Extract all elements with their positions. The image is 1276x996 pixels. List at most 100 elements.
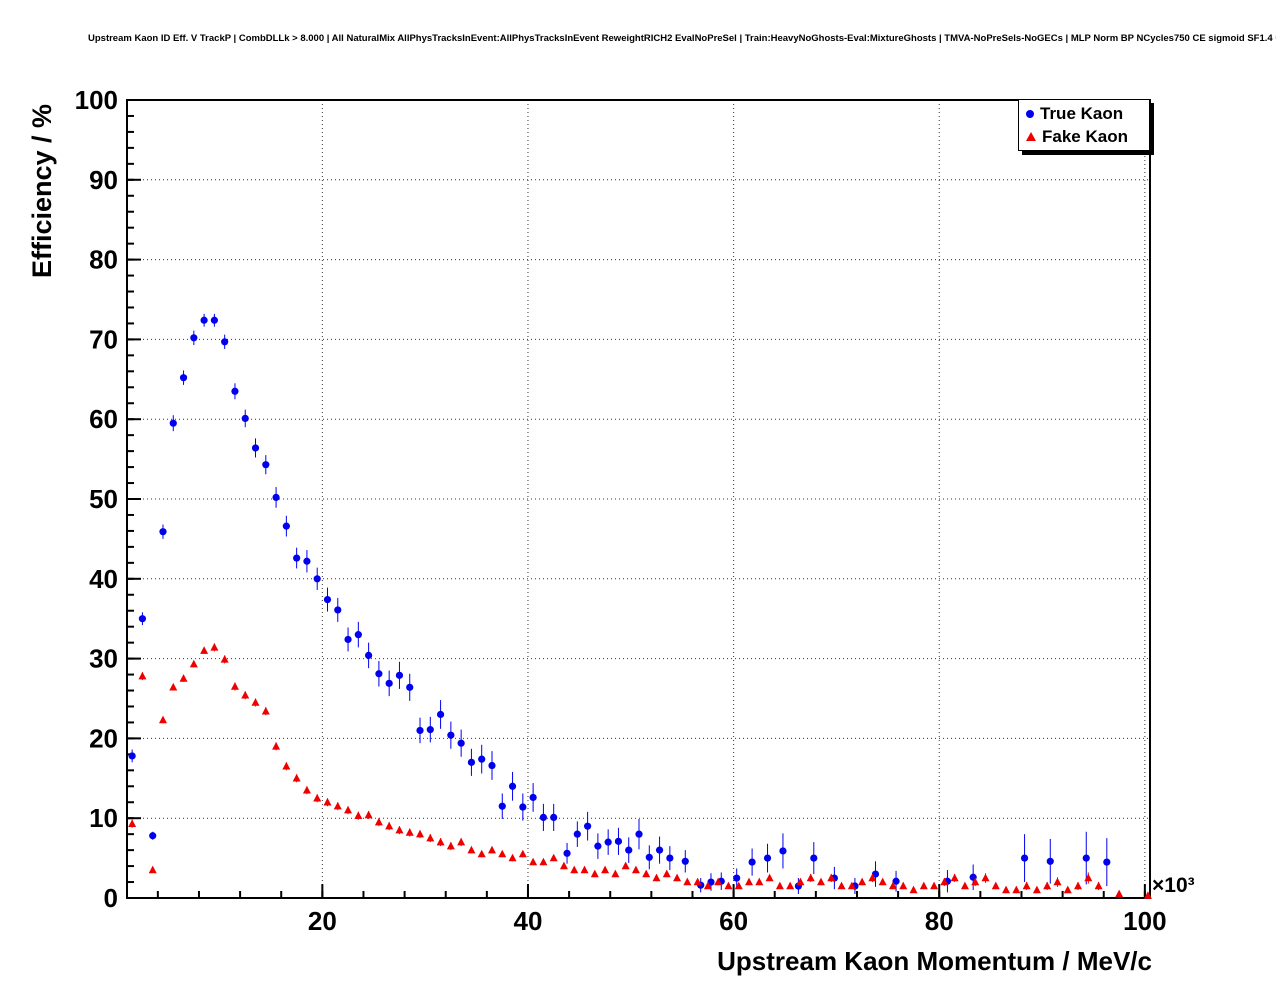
- x-tick-label: 40: [514, 906, 543, 936]
- data-point-fake-kaon: [518, 849, 527, 858]
- data-point-true-kaon: [426, 726, 434, 734]
- data-point-true-kaon: [395, 671, 404, 679]
- data-point-fake-kaon: [508, 853, 517, 862]
- data-point-fake-kaon: [354, 811, 363, 820]
- y-tick-label: 30: [89, 644, 118, 674]
- data-point-fake-kaon: [662, 869, 671, 878]
- data-point-fake-kaon: [570, 865, 579, 874]
- data-point-true-kaon: [262, 461, 270, 469]
- data-point-true-kaon: [666, 854, 674, 862]
- data-point-fake-kaon: [1012, 885, 1021, 894]
- data-point-fake-kaon: [302, 785, 311, 794]
- data-point-true-kaon: [323, 595, 332, 604]
- data-point-fake-kaon: [847, 881, 856, 890]
- y-tick-label: 100: [75, 85, 118, 115]
- data-point-fake-kaon: [128, 819, 137, 827]
- data-point-fake-kaon: [858, 877, 867, 886]
- data-point-fake-kaon: [138, 671, 147, 680]
- data-point-fake-kaon: [1002, 885, 1011, 894]
- data-point-fake-kaon: [333, 801, 342, 810]
- data-point-true-kaon: [128, 752, 136, 760]
- data-point-fake-kaon: [683, 877, 692, 886]
- data-point-fake-kaon: [1115, 889, 1124, 898]
- data-point-true-kaon: [635, 830, 643, 838]
- data-point-fake-kaon: [251, 698, 260, 706]
- data-point-fake-kaon: [837, 881, 846, 890]
- data-point-true-kaon: [457, 739, 465, 747]
- data-point-fake-kaon: [323, 797, 332, 806]
- data-point-fake-kaon: [230, 682, 239, 690]
- data-point-fake-kaon: [775, 881, 784, 890]
- x-axis-multiplier-label: ×10³: [1152, 874, 1195, 897]
- data-point-fake-kaon: [714, 877, 723, 886]
- data-point-true-kaon: [375, 670, 383, 678]
- data-point-fake-kaon: [971, 877, 980, 886]
- y-axis-title: Efficiency / %: [27, 103, 57, 279]
- data-point-fake-kaon: [1053, 877, 1062, 886]
- data-point-fake-kaon: [549, 853, 558, 862]
- data-point-fake-kaon: [364, 810, 373, 819]
- data-point-fake-kaon: [765, 873, 774, 882]
- y-tick-label: 60: [89, 404, 118, 434]
- data-point-fake-kaon: [652, 873, 661, 882]
- data-point-true-kaon: [1020, 854, 1029, 862]
- data-point-true-kaon: [550, 813, 558, 822]
- data-point-true-kaon: [447, 731, 455, 739]
- data-point-true-kaon: [779, 847, 787, 855]
- data-point-fake-kaon: [220, 654, 229, 663]
- data-point-true-kaon: [436, 710, 445, 719]
- data-point-fake-kaon: [426, 833, 435, 842]
- data-point-fake-kaon: [816, 877, 825, 886]
- data-point-fake-kaon: [703, 881, 712, 890]
- data-point-fake-kaon: [981, 873, 990, 882]
- data-point-fake-kaon: [888, 881, 897, 890]
- y-tick-label: 20: [89, 723, 118, 753]
- data-point-fake-kaon: [374, 817, 383, 826]
- data-point-fake-kaon: [148, 865, 157, 874]
- data-point-fake-kaon: [282, 761, 291, 770]
- data-point-true-kaon: [251, 444, 260, 452]
- fake-kaon-marker-icon: [1026, 132, 1036, 141]
- data-point-fake-kaon: [919, 881, 928, 890]
- data-point-fake-kaon: [786, 881, 795, 890]
- data-point-fake-kaon: [395, 825, 404, 834]
- y-tick-label: 50: [89, 484, 118, 514]
- legend-entry-true-kaon: True Kaon: [1019, 102, 1149, 125]
- x-tick-label: 80: [925, 906, 954, 936]
- data-point-fake-kaon: [169, 682, 178, 691]
- data-point-true-kaon: [810, 854, 818, 862]
- data-point-fake-kaon: [457, 837, 466, 846]
- data-point-true-kaon: [1046, 857, 1054, 865]
- data-point-true-kaon: [892, 877, 900, 885]
- data-point-true-kaon: [231, 387, 239, 395]
- legend-label-true-kaon: True Kaon: [1040, 103, 1124, 123]
- data-point-fake-kaon: [1074, 881, 1083, 890]
- data-point-true-kaon: [707, 878, 715, 886]
- data-point-true-kaon: [748, 858, 756, 866]
- data-point-fake-kaon: [272, 741, 281, 750]
- data-point-true-kaon: [282, 522, 290, 530]
- data-point-fake-kaon: [292, 773, 301, 782]
- data-point-true-kaon: [272, 493, 280, 502]
- data-point-true-kaon: [200, 316, 208, 324]
- data-point-fake-kaon: [580, 865, 589, 874]
- data-point-fake-kaon: [930, 881, 939, 890]
- data-point-fake-kaon: [693, 877, 702, 886]
- data-point-fake-kaon: [631, 865, 640, 874]
- data-point-fake-kaon: [909, 885, 918, 894]
- data-point-fake-kaon: [313, 793, 322, 802]
- data-point-true-kaon: [344, 635, 352, 644]
- legend-label-fake-kaon: Fake Kaon: [1042, 126, 1128, 146]
- y-tick-label: 80: [89, 245, 118, 275]
- data-point-fake-kaon: [344, 805, 353, 814]
- data-point-true-kaon: [625, 846, 633, 854]
- data-point-true-kaon: [498, 802, 506, 810]
- data-point-true-kaon: [210, 316, 218, 324]
- data-point-fake-kaon: [796, 877, 805, 886]
- data-point-true-kaon: [488, 761, 496, 770]
- data-point-fake-kaon: [642, 869, 651, 878]
- data-point-true-kaon: [655, 846, 664, 854]
- data-point-fake-kaon: [179, 674, 188, 682]
- plot-title: Upstream Kaon ID Eff. V TrackP | CombDLL…: [88, 33, 1276, 44]
- data-point-true-kaon: [1082, 854, 1090, 862]
